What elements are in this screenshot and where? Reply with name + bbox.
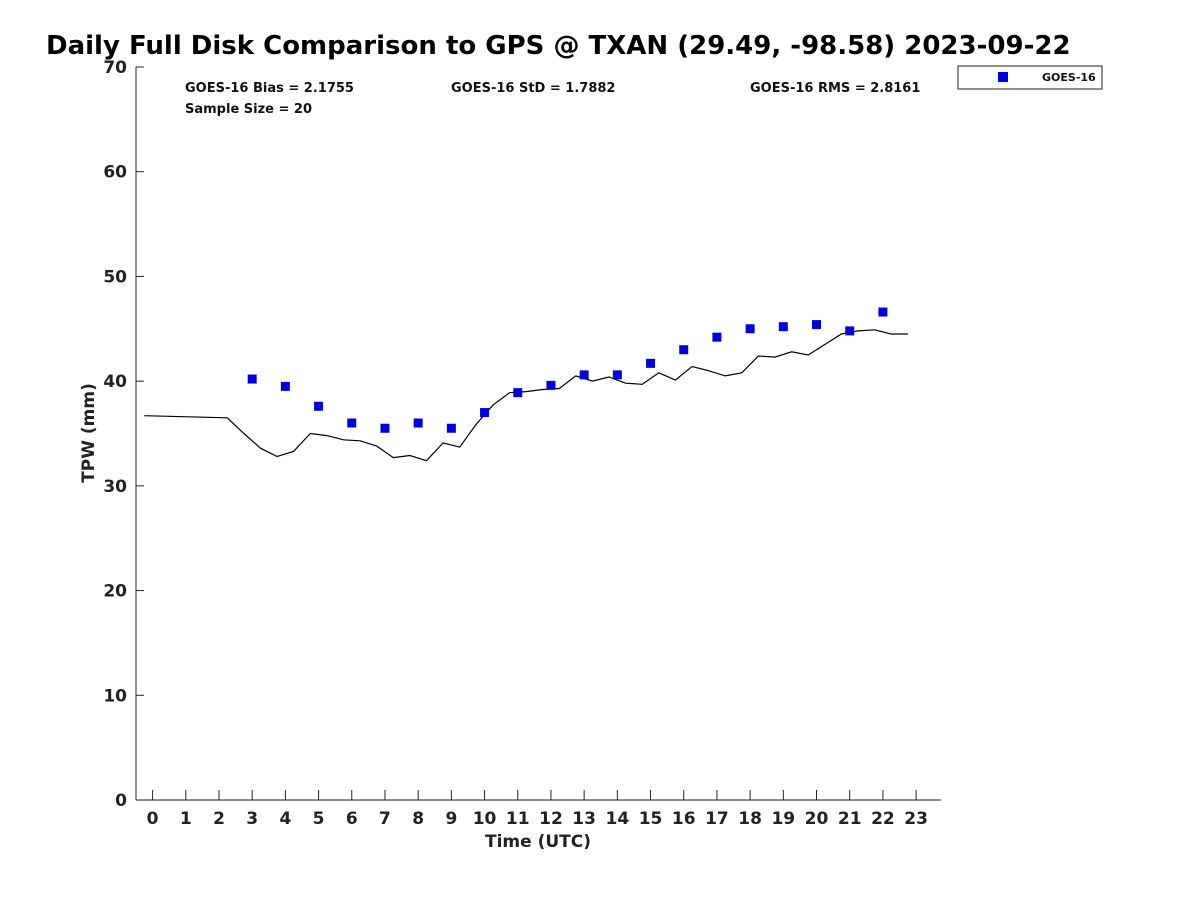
x-tick-label: 13: [572, 809, 596, 829]
x-tick-label: 2: [213, 809, 225, 829]
x-tick-label: 1: [180, 809, 192, 829]
goes16-point: [712, 332, 722, 342]
x-tick-label: 23: [904, 809, 928, 829]
y-tick-label: 50: [103, 267, 127, 287]
x-tick-label: 22: [871, 809, 895, 829]
plot-axes: [135, 67, 941, 801]
chart-title: Daily Full Disk Comparison to GPS @ TXAN…: [46, 31, 1071, 61]
y-tick-label: 30: [103, 477, 127, 497]
stat-std: GOES-16 StD = 1.7882: [451, 81, 615, 96]
x-ticks: 0 1 2 3 4 5 6 7 8 9 10 11 12 13 14 15 16 17 18 19 20 21 22 23: [147, 790, 928, 829]
goes16-point: [480, 408, 490, 418]
series-layer: [144, 307, 908, 462]
x-tick-label: 19: [771, 809, 795, 829]
goes16-point: [878, 307, 888, 317]
y-tick-label: 60: [103, 163, 127, 183]
y-axis-label: TPW (mm): [79, 383, 99, 483]
y-tick-label: 10: [103, 686, 127, 706]
x-tick-label: 11: [506, 809, 530, 829]
y-tick-label: 20: [103, 582, 127, 602]
goes16-point: [679, 345, 689, 355]
x-tick-label: 12: [539, 809, 563, 829]
goes16-point: [845, 326, 855, 336]
goes16-point: [380, 423, 390, 433]
x-tick-label: 20: [805, 809, 829, 829]
goes16-point: [579, 370, 589, 380]
x-tick-label: 21: [838, 809, 862, 829]
x-axis-label: Time (UTC): [485, 832, 591, 852]
x-tick-label: 0: [147, 809, 159, 829]
legend: GOES-16: [957, 65, 1103, 90]
x-tick-label: 9: [445, 809, 457, 829]
goes16-point: [778, 322, 788, 332]
y-tick-label: 70: [103, 58, 127, 78]
goes16-point: [413, 418, 423, 428]
x-tick-label: 14: [606, 809, 630, 829]
stat-rms: GOES-16 RMS = 2.8161: [750, 81, 920, 96]
x-tick-label: 5: [313, 809, 325, 829]
goes16-point: [612, 370, 622, 380]
stat-bias: GOES-16 Bias = 2.1755: [185, 81, 354, 96]
goes16-point: [646, 358, 656, 368]
x-tick-label: 17: [705, 809, 729, 829]
goes16-point: [812, 320, 822, 330]
goes16-point: [314, 401, 324, 411]
legend-label-goes16: GOES-16: [1042, 71, 1096, 84]
x-tick-label: 6: [346, 809, 358, 829]
y-tick-label: 0: [115, 791, 127, 811]
goes16-point: [513, 388, 523, 398]
goes16-point: [347, 418, 357, 428]
goes16-point: [247, 374, 257, 384]
legend-marker-goes16: [998, 72, 1008, 82]
y-ticks: 0 10 20 30 40 50 60 70: [103, 58, 144, 811]
x-tick-label: 16: [672, 809, 696, 829]
x-tick-label: 3: [246, 809, 258, 829]
x-tick-label: 15: [639, 809, 663, 829]
stat-sample-size: Sample Size = 20: [185, 102, 312, 117]
goes16-point: [745, 324, 755, 334]
x-tick-label: 8: [412, 809, 424, 829]
x-tick-label: 10: [473, 809, 497, 829]
goes16-point: [446, 423, 456, 433]
gps-tpw-line: [144, 329, 908, 462]
goes16-point: [546, 380, 556, 390]
goes16-point: [280, 381, 290, 391]
x-tick-label: 7: [379, 809, 391, 829]
legend-box: [957, 65, 1103, 90]
x-tick-label: 4: [279, 809, 291, 829]
x-tick-label: 18: [738, 809, 762, 829]
y-tick-label: 40: [103, 372, 127, 392]
